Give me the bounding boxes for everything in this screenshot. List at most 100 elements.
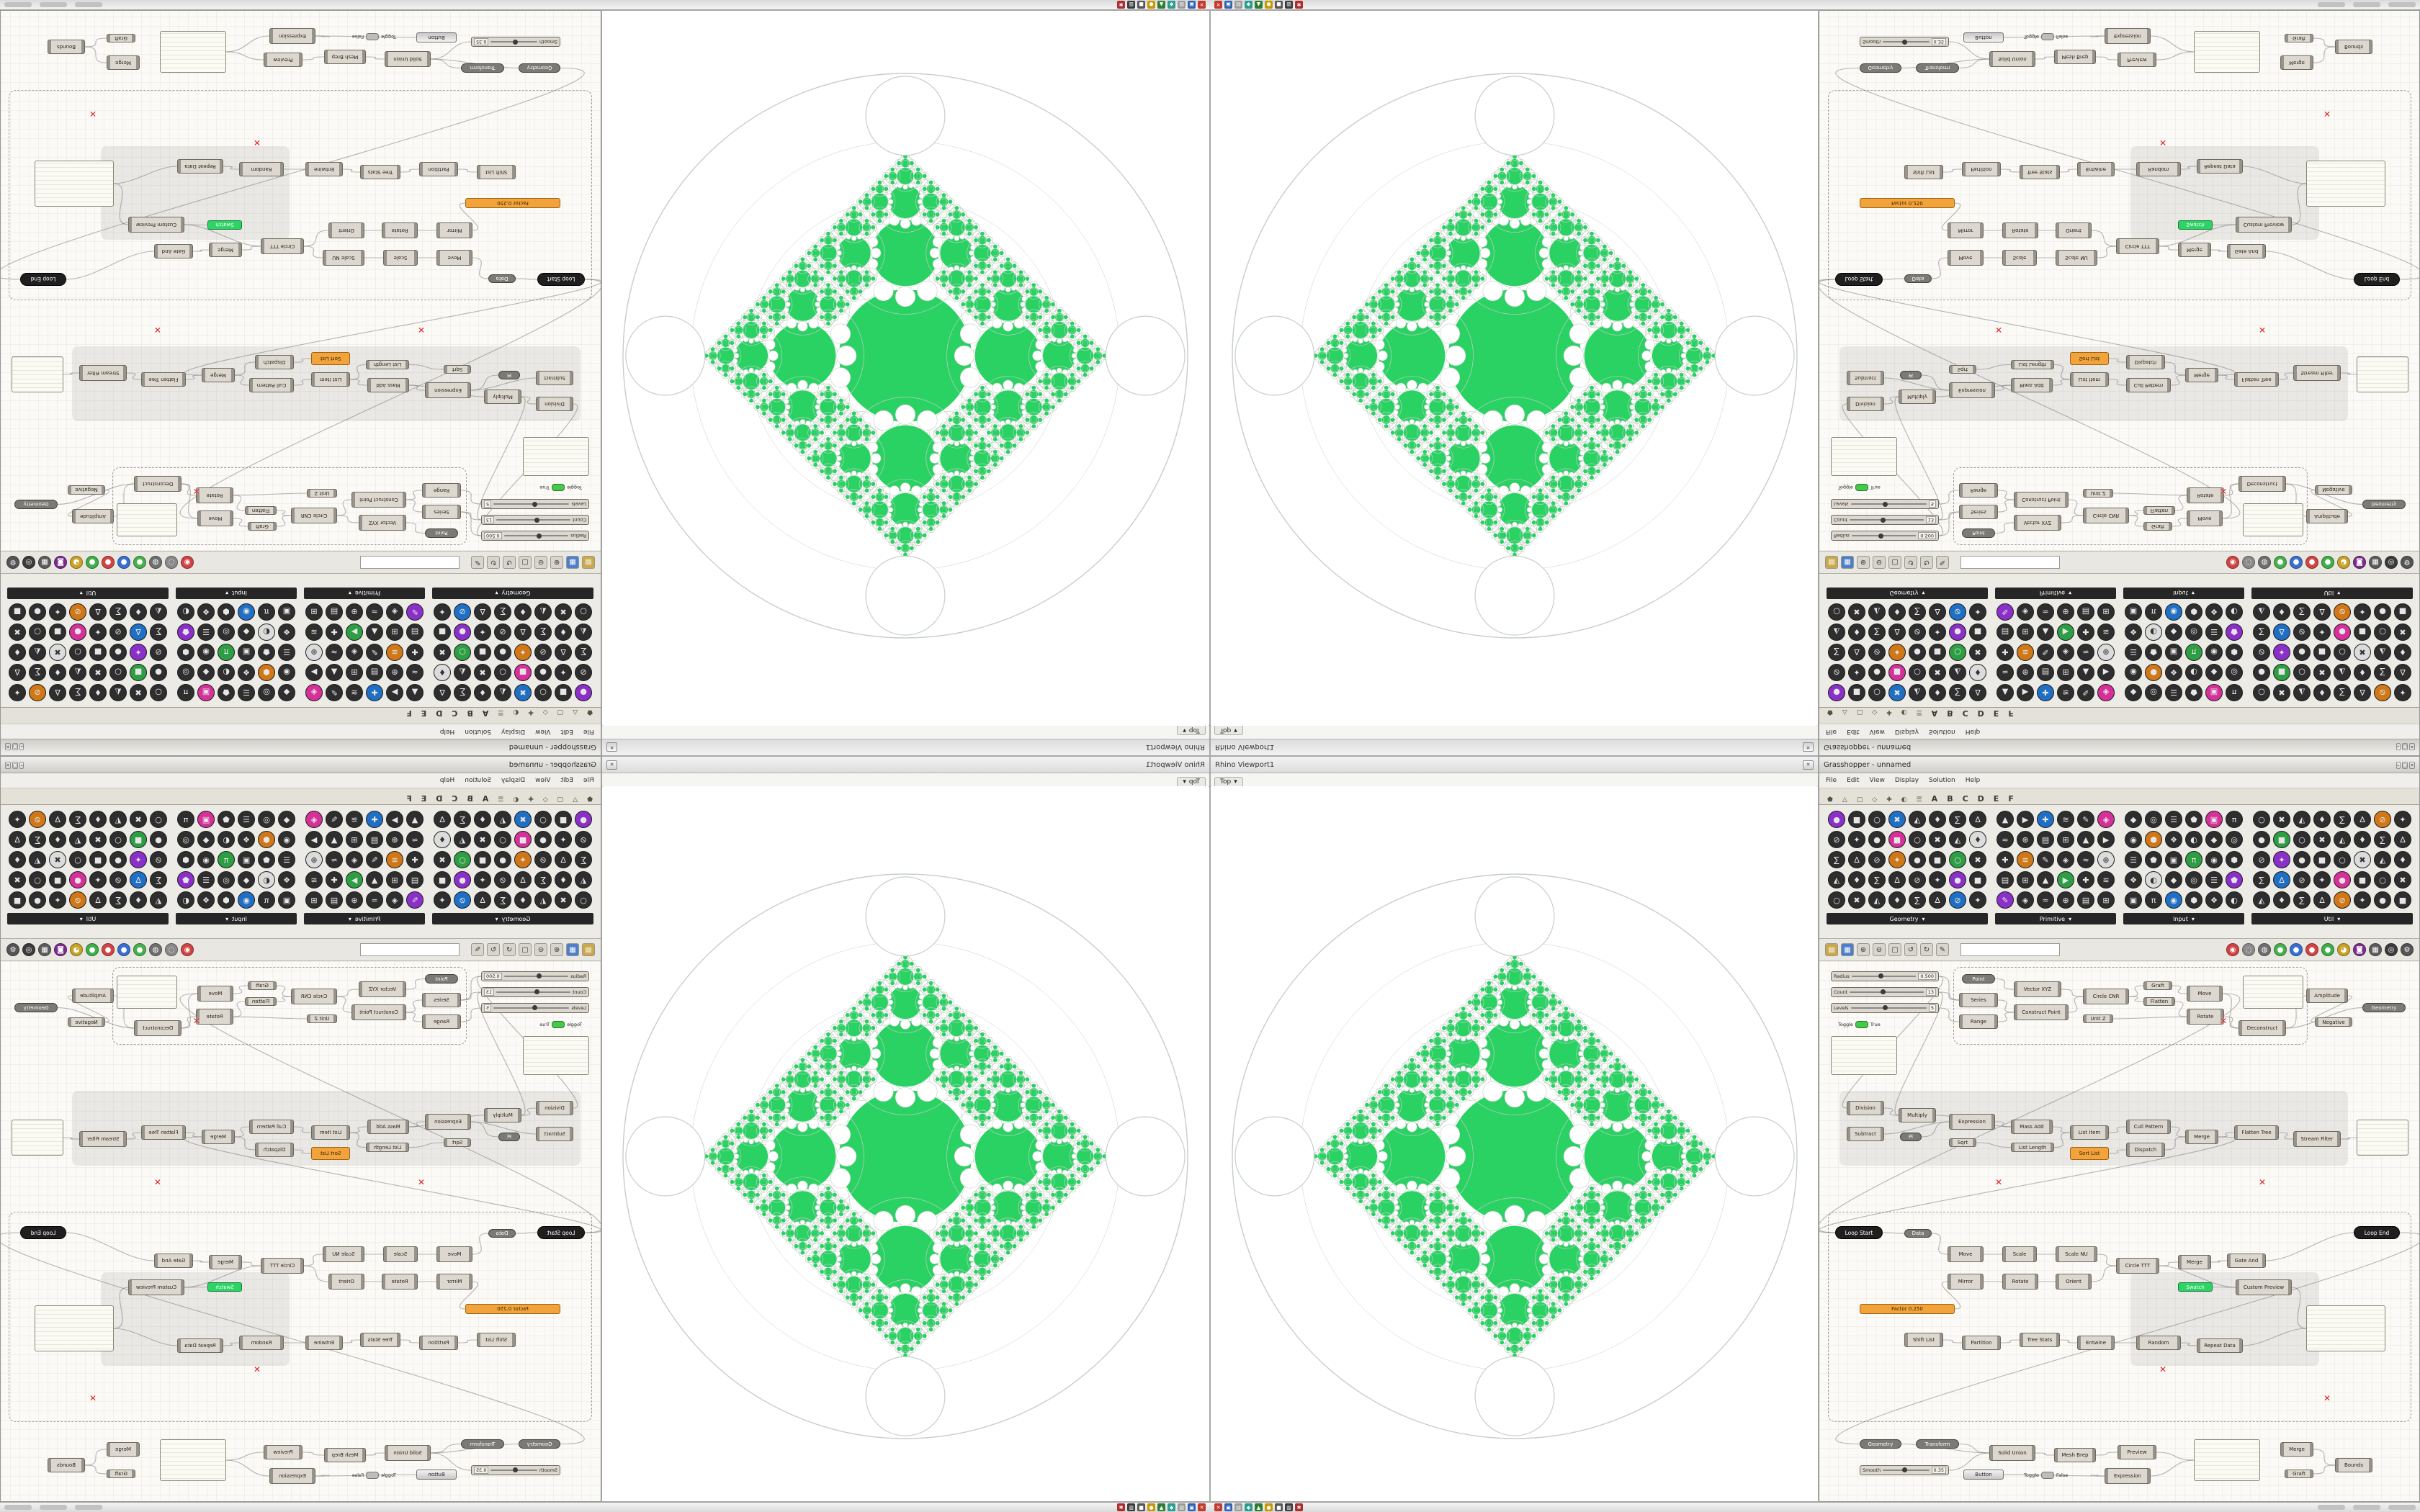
gh-node-so1[interactable]: Sort List — [2070, 352, 2109, 365]
component-icon[interactable]: ▣ — [238, 851, 255, 868]
gh-node-le1[interactable]: Loop End — [2354, 1226, 2400, 1239]
gh-node-mi1[interactable]: Mirror — [436, 222, 472, 238]
viewport-canvas[interactable] — [1211, 11, 1817, 726]
component-icon[interactable]: ✦ — [9, 811, 26, 828]
gh-node-pn3[interactable] — [2357, 1120, 2408, 1156]
component-icon[interactable]: ▣ — [2205, 811, 2223, 828]
component-icon[interactable]: ∆ — [474, 603, 491, 621]
save-file-icon[interactable]: ▦ — [1841, 556, 1854, 569]
component-icon[interactable]: ∑ — [2374, 664, 2391, 681]
component-icon[interactable]: ▶ — [305, 664, 323, 681]
component-icon[interactable]: ≈ — [1996, 831, 2014, 848]
component-icon[interactable]: ≋ — [2017, 644, 2034, 661]
component-icon[interactable]: ∆ — [130, 624, 147, 641]
component-icon[interactable]: ∑ — [69, 811, 86, 828]
taskbar-app-icon-gray[interactable]: ■ — [1137, 1503, 1145, 1511]
component-tab-icon-5[interactable]: ◐ — [513, 796, 519, 804]
sketch-icon[interactable]: ✎ — [471, 943, 484, 956]
component-icon[interactable]: ○ — [454, 851, 471, 868]
gh-node-mv1[interactable]: Move — [2187, 510, 2223, 526]
gh-node-sq1[interactable]: Sqrt — [1949, 365, 1976, 374]
component-icon[interactable]: ● — [2374, 891, 2391, 909]
component-icon[interactable]: ▲ — [2037, 624, 2054, 641]
taskbar-app-icon-blue[interactable]: ▣ — [1224, 1, 1232, 9]
gh-node-me1[interactable]: Merge — [202, 1130, 235, 1144]
gh-node-rt1[interactable]: Rotate — [196, 487, 233, 503]
component-icon[interactable]: ◆ — [2205, 831, 2223, 848]
preview-wire-icon[interactable]: ◍ — [2258, 943, 2271, 956]
component-icon[interactable]: ■ — [2313, 644, 2331, 661]
camera-icon[interactable]: ◎ — [22, 556, 35, 569]
component-icon[interactable]: ◆ — [278, 811, 295, 828]
component-icon[interactable]: ✦ — [1888, 644, 1906, 661]
taskbar-app-icon-light[interactable]: ▤ — [1234, 1503, 1242, 1511]
component-icon[interactable]: ⊘ — [2334, 603, 2351, 621]
component-icon[interactable]: ⊘ — [1828, 664, 1845, 681]
component-icon[interactable]: ▣ — [2125, 603, 2142, 621]
component-icon[interactable]: π — [2185, 851, 2202, 868]
component-icon[interactable]: ∑ — [1868, 624, 1886, 641]
component-icon[interactable]: ♦ — [2354, 664, 2371, 681]
gh-node-pv2[interactable]: Preview — [2118, 53, 2156, 67]
gh-node-pi1[interactable]: Pi — [1900, 371, 1922, 379]
gh-node-en1[interactable]: Entwine — [2077, 162, 2115, 176]
component-icon[interactable]: ○ — [1828, 603, 1845, 621]
component-icon[interactable]: ▤ — [2037, 664, 2054, 681]
gh-node-sl3[interactable]: Levels 5 — [1831, 499, 1939, 509]
component-icon[interactable]: ✦ — [1888, 851, 1906, 868]
component-icon[interactable]: ⊕ — [2017, 664, 2034, 681]
gh-node-sl1[interactable]: Radius 0.500 — [1831, 531, 1939, 541]
gh-node-amp1[interactable]: Amplitude — [2306, 989, 2348, 1003]
slider-knob[interactable] — [1882, 502, 1888, 507]
component-icon[interactable]: ◐ — [258, 871, 275, 888]
component-icon[interactable]: ▤ — [366, 831, 383, 848]
component-tab-icon-0[interactable]: ⬟ — [587, 708, 593, 716]
component-icon[interactable]: ⊕ — [305, 644, 323, 661]
component-icon[interactable]: ♦ — [130, 603, 147, 621]
component-icon[interactable]: ∆ — [2394, 664, 2411, 681]
gh-node-pn2[interactable] — [117, 976, 177, 1009]
gh-node-bt1[interactable]: Button — [416, 32, 457, 42]
zoom-in-icon[interactable]: ⊕ — [1857, 943, 1870, 956]
component-icon[interactable]: ∆ — [555, 851, 572, 868]
component-icon[interactable]: ✚ — [406, 644, 424, 661]
gh-node-ge1[interactable]: Geometry — [519, 1439, 560, 1449]
component-icon[interactable]: ⬟ — [2185, 684, 2202, 701]
component-icon[interactable]: ∆ — [49, 684, 66, 701]
gh-node-sl2[interactable]: Count 13 — [481, 987, 589, 997]
gh-node-or1[interactable]: Orient — [328, 222, 364, 238]
preview-off-icon[interactable]: ◌ — [165, 556, 178, 569]
gh-node-cu1[interactable]: Cull Pattern — [249, 378, 294, 392]
settings-icon[interactable]: ⚙ — [6, 556, 19, 569]
component-icon[interactable]: ■ — [434, 624, 451, 641]
viewport-titlebar[interactable]: Rhino Viewport1 ✕ — [602, 739, 1209, 755]
taskbar-app-icon-dark[interactable]: ▥ — [1127, 1503, 1135, 1511]
settings-icon[interactable]: ⚙ — [2401, 556, 2414, 569]
gh-node-ga1[interactable]: Gate And — [2227, 244, 2266, 258]
gh-node-sl5[interactable]: Smooth 0.35 — [1860, 37, 1949, 47]
component-icon[interactable]: ≈ — [2037, 603, 2054, 621]
component-icon[interactable]: ∑ — [150, 871, 167, 888]
redo-icon[interactable]: ↻ — [487, 943, 500, 956]
component-icon[interactable]: ∑ — [69, 684, 86, 701]
viewport-canvas[interactable] — [1211, 786, 1817, 1501]
component-icon[interactable]: ✦ — [2354, 603, 2371, 621]
component-icon[interactable]: ∆ — [2313, 603, 2331, 621]
component-icon[interactable]: ⊞ — [386, 624, 403, 641]
component-icon[interactable]: ✦ — [555, 831, 572, 848]
component-icon[interactable]: ◎ — [258, 811, 275, 828]
component-icon[interactable]: ⊘ — [1949, 891, 1966, 909]
viewport-close-button[interactable]: ✕ — [1803, 760, 1814, 770]
viewport-titlebar[interactable]: Rhino Viewport1 ✕ — [1211, 757, 1818, 773]
gh-node-bt1[interactable]: Button — [1963, 1470, 2004, 1480]
component-icon[interactable]: ✦ — [1929, 624, 1946, 641]
component-icon[interactable]: ⬟ — [2145, 644, 2162, 661]
component-icon[interactable]: ✦ — [474, 871, 491, 888]
component-icon[interactable]: ♦ — [1888, 603, 1906, 621]
component-icon[interactable]: ◭ — [494, 684, 511, 701]
component-icon[interactable]: ✦ — [49, 603, 66, 621]
zoom-out-icon[interactable]: ⊖ — [534, 556, 547, 569]
gh-node-rnd1[interactable]: Random — [2136, 1336, 2181, 1350]
slider-knob[interactable] — [534, 989, 539, 994]
component-icon[interactable]: π — [258, 891, 275, 909]
